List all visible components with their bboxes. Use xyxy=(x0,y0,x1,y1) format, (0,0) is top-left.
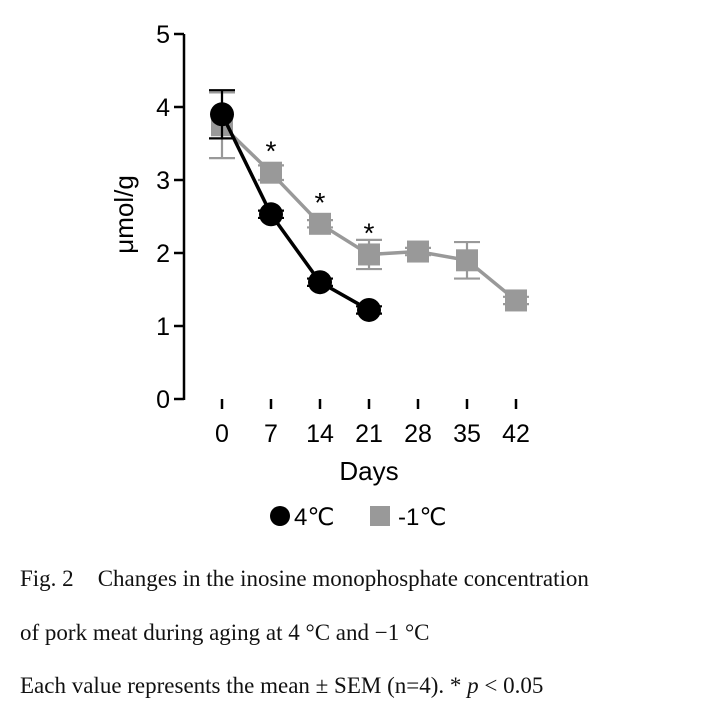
point-minus1c-day-42 xyxy=(505,289,527,312)
point-minus1c-day-28 xyxy=(407,240,429,263)
significance-marker-day-7: * xyxy=(266,136,277,167)
point-4c-day-0 xyxy=(210,102,234,127)
caption-title: Changes in the inosine monophosphate con… xyxy=(97,566,589,591)
y-tick-label-1: 1 xyxy=(156,313,170,341)
series-minus1c xyxy=(209,91,529,312)
figure-number: Fig. 2 xyxy=(20,566,74,591)
series-4c xyxy=(209,89,382,322)
legend-marker-minus1c xyxy=(370,506,390,526)
caption-note: Each value represents the mean ± SEM (n=… xyxy=(20,673,468,698)
x-tick-label-35: 35 xyxy=(453,420,481,448)
point-minus1c-day-21 xyxy=(358,243,380,266)
y-tick-label-4: 4 xyxy=(156,94,170,122)
chart: 0 1 2 3 4 5 0 7 14 21 28 35 42 Days μmol/g * * * 4℃ -1℃ xyxy=(109,21,530,531)
y-tick-label-0: 0 xyxy=(156,386,170,414)
x-tick-label-28: 28 xyxy=(404,420,432,448)
y-axis-label: μmol/g xyxy=(109,175,139,254)
point-minus1c-day-14 xyxy=(309,212,331,235)
series-line xyxy=(220,113,370,312)
series-layer xyxy=(209,89,529,322)
caption-line-1: Fig. 2 Changes in the inosine monophospha… xyxy=(20,566,589,592)
legend-marker-4c xyxy=(270,506,290,526)
x-tick-label-0: 0 xyxy=(215,420,229,448)
point-minus1c-day-7 xyxy=(260,161,282,184)
annotation-layer: * * * xyxy=(266,136,375,249)
y-tick-label-5: 5 xyxy=(156,21,170,49)
legend-label-4c: 4℃ xyxy=(294,504,334,531)
significance-marker-day-14: * xyxy=(315,187,326,218)
legend: 4℃ -1℃ xyxy=(270,504,446,531)
point-4c-day-7 xyxy=(259,202,283,227)
caption-p-threshold: < 0.05 xyxy=(478,673,544,698)
point-4c-day-14 xyxy=(308,270,332,295)
x-axis-label: Days xyxy=(339,456,398,486)
x-tick-label-14: 14 xyxy=(306,420,334,448)
caption-line-2: of pork meat during aging at 4 °C and −1… xyxy=(20,620,430,645)
x-tick-label-21: 21 xyxy=(355,420,383,448)
x-tick-label-7: 7 xyxy=(264,420,278,448)
point-4c-day-21 xyxy=(357,297,381,322)
caption-p-symbol: p xyxy=(467,673,479,698)
legend-label-minus1c: -1℃ xyxy=(398,504,446,531)
x-tick-label-42: 42 xyxy=(502,420,530,448)
y-tick-label-2: 2 xyxy=(156,240,170,268)
point-minus1c-day-35 xyxy=(456,249,478,272)
caption-line-3: Each value represents the mean ± SEM (n=… xyxy=(20,673,543,699)
y-tick-label-3: 3 xyxy=(156,167,170,195)
significance-marker-day-21: * xyxy=(364,217,375,248)
axes: 0 1 2 3 4 5 0 7 14 21 28 35 42 Days μmol/g xyxy=(109,21,530,486)
